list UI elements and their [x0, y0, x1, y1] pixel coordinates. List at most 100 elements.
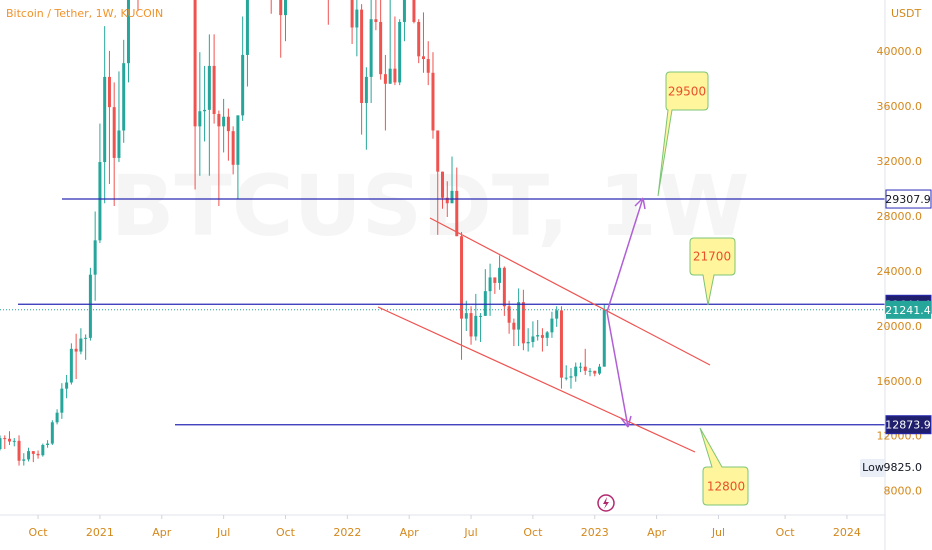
candle-body — [241, 54, 245, 116]
axes: 8000.012000.016000.020000.024000.028000.… — [29, 45, 932, 539]
x-tick-label: Jul — [711, 526, 725, 539]
candle-body — [593, 370, 597, 374]
candle-body — [479, 315, 483, 317]
drawings: 29500 21700 12800 — [377, 71, 749, 512]
candle-body — [27, 451, 31, 460]
candle-body — [441, 171, 444, 198]
candle-body — [60, 388, 64, 413]
candle-body — [65, 382, 69, 389]
candle-body — [517, 302, 521, 330]
callout — [657, 71, 709, 197]
candle-body — [74, 348, 78, 352]
plot-area — [0, 0, 885, 466]
candle-body — [217, 113, 221, 127]
candle-body — [550, 318, 554, 333]
candle-body — [555, 310, 559, 319]
candle-body — [3, 438, 7, 440]
x-tick-label: 2022 — [333, 526, 361, 539]
low-value: 9825.0 — [884, 461, 923, 474]
x-tick-label: 2021 — [86, 526, 114, 539]
x-tick-label: Apr — [400, 526, 420, 539]
y-tick-label: 20000.0 — [877, 320, 923, 333]
x-tick-label: Oct — [276, 526, 296, 539]
x-tick-label: 2024 — [833, 526, 861, 539]
channel-lower — [377, 306, 696, 453]
candle-body — [112, 107, 116, 158]
candle-body — [450, 190, 454, 204]
candle-body — [526, 341, 530, 344]
candle-body — [50, 422, 54, 444]
channel-upper — [429, 217, 711, 366]
event-icon-bolt — [603, 497, 609, 509]
candle-body — [417, 21, 421, 57]
candle-body — [79, 338, 83, 352]
candle-body — [46, 443, 50, 445]
x-tick-label: Jul — [463, 526, 477, 539]
candle-body — [350, 0, 354, 28]
candle-body — [222, 116, 226, 127]
y-tick-label: 32000.0 — [877, 155, 923, 168]
candle-body — [0, 438, 2, 450]
candle-body — [574, 366, 578, 377]
candle-body — [279, 0, 283, 16]
candle-body — [393, 68, 397, 83]
level-label-box — [885, 189, 932, 209]
candle-body — [198, 111, 202, 127]
candle-body — [398, 21, 402, 83]
candle-body — [469, 313, 473, 337]
callout-text: 21700 — [693, 250, 731, 264]
candle-body — [474, 315, 478, 337]
candle-body — [588, 370, 592, 372]
candle-body — [355, 9, 359, 28]
candle-body — [578, 366, 582, 368]
candle-body — [31, 451, 35, 454]
candle-body — [569, 376, 573, 378]
y-tick-label: 40000.0 — [877, 45, 923, 58]
low-label: Low — [862, 461, 884, 474]
level-label: 29307.9 — [885, 193, 931, 206]
x-tick-label: Jul — [216, 526, 230, 539]
candle-body — [41, 444, 45, 456]
x-tick-label: 2023 — [581, 526, 609, 539]
candle-body — [498, 267, 502, 283]
arrow-down — [606, 311, 629, 428]
level-label: 12873.9 — [885, 419, 931, 432]
candle-body — [379, 21, 383, 75]
candle-body — [93, 240, 97, 275]
candle-body — [507, 306, 511, 323]
callout — [699, 427, 749, 506]
candle-body — [203, 109, 207, 112]
candle-body — [436, 130, 440, 172]
candle-body — [559, 310, 563, 378]
candle-body — [493, 277, 497, 283]
candle-body — [564, 377, 568, 379]
candle-body — [488, 277, 492, 292]
candle-body — [283, 0, 287, 16]
candle-body — [421, 56, 425, 60]
x-tick-label: Oct — [776, 526, 796, 539]
y-tick-label: 36000.0 — [877, 100, 923, 113]
candle-body — [540, 335, 544, 338]
y-tick-label: 16000.0 — [877, 375, 923, 388]
candle-body — [455, 190, 459, 237]
callout-text: 29500 — [668, 85, 706, 99]
candle-body — [55, 412, 59, 423]
candle-body — [602, 309, 606, 367]
chart-title: Bitcoin / Tether, 1W, KUCOIN — [6, 7, 163, 20]
candle-body — [483, 291, 487, 316]
candle-body — [8, 438, 12, 442]
candle-body — [369, 19, 373, 77]
candle-body — [207, 65, 211, 110]
x-tick-label: Oct — [523, 526, 543, 539]
candle-body — [212, 65, 216, 114]
candle-body — [226, 116, 230, 132]
candle-body — [460, 236, 464, 319]
candle-body — [412, 0, 416, 22]
arrow-up — [606, 197, 644, 313]
callout-text: 12800 — [707, 480, 745, 494]
candle-body — [231, 131, 235, 165]
candle-body — [521, 302, 525, 344]
candle-body — [583, 366, 587, 371]
